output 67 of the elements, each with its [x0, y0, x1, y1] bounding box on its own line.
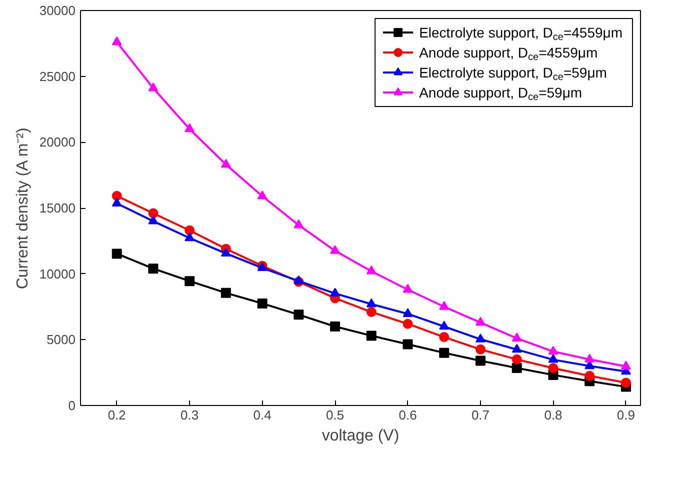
point [148, 215, 158, 224]
y-tick-label: 20000 [39, 134, 76, 150]
point [366, 307, 376, 318]
point [112, 198, 122, 206]
point [148, 82, 158, 92]
point [548, 363, 558, 374]
point [476, 344, 486, 354]
point [439, 301, 450, 310]
point [512, 332, 522, 342]
point [220, 158, 231, 168]
point [184, 232, 195, 242]
point [402, 284, 413, 293]
x-tick-label: 0.3 [180, 408, 199, 422]
point [620, 378, 631, 388]
point [148, 208, 158, 218]
point [476, 334, 486, 342]
point [439, 332, 450, 342]
point [294, 219, 304, 228]
point [112, 190, 122, 201]
y-tick-label: 0 [68, 398, 76, 413]
point [184, 276, 195, 286]
point [620, 360, 631, 370]
point [439, 348, 450, 358]
point [366, 298, 376, 308]
point [548, 354, 558, 363]
point [366, 266, 376, 274]
point [512, 362, 522, 373]
x-tick-label: 0.5 [326, 408, 344, 422]
point [512, 344, 522, 353]
x-tick-label: 0.6 [398, 408, 417, 422]
y-tick-label: 15000 [39, 200, 76, 216]
point [476, 316, 486, 326]
point [112, 248, 122, 259]
y-tick-label: 5000 [46, 332, 76, 348]
y-tick-label: 30000 [39, 3, 76, 18]
point [184, 123, 195, 132]
point [294, 310, 304, 320]
y-tick-label: 10000 [39, 266, 76, 282]
y-axis-title: Current density (A m⁻²) [14, 128, 32, 290]
point [257, 298, 268, 308]
point [330, 245, 340, 254]
point [330, 322, 340, 332]
point [584, 370, 595, 381]
x-tick-label: 0.7 [471, 408, 490, 422]
point [220, 248, 231, 257]
point [220, 288, 231, 298]
point [148, 264, 158, 274]
point [330, 288, 340, 297]
point [402, 308, 413, 317]
x-tick-label: 0.8 [544, 408, 562, 422]
point [512, 354, 522, 364]
x-tick-label: 0.2 [108, 408, 126, 422]
point [402, 318, 413, 329]
point [366, 330, 376, 341]
point [476, 356, 486, 366]
point [402, 339, 413, 350]
x-tick-label: 0.9 [616, 408, 635, 422]
x-tick-label: 0.4 [253, 408, 272, 422]
point [548, 346, 558, 355]
point [584, 354, 595, 363]
x-axis-title: voltage (V) [322, 428, 400, 444]
point [294, 275, 304, 284]
y-tick-label: 25000 [39, 68, 76, 84]
point [439, 320, 450, 330]
point [257, 190, 268, 200]
point [184, 225, 195, 236]
point [112, 36, 122, 46]
